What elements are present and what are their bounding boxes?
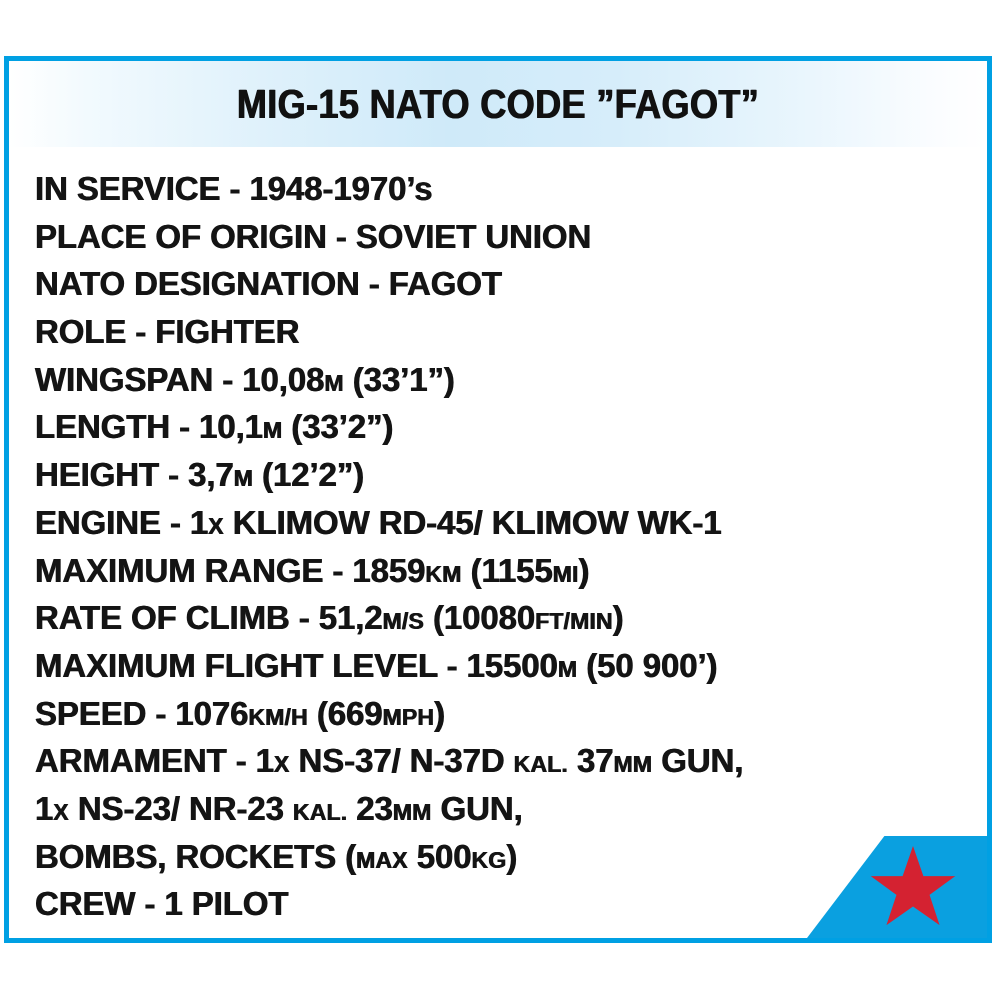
spec-line-crew: CREW - 1 PILOT <box>35 885 289 923</box>
spec-line-in-service: IN SERVICE - 1948-1970’s <box>35 170 433 207</box>
spec-line-length: LENGTH - 10,1M (33’2”) <box>35 408 394 446</box>
red-star-icon <box>870 845 956 926</box>
spec-line-engine: ENGINE - 1X KLIMOW RD-45/ KLIMOW WK-1 <box>35 503 722 541</box>
spec-line-wingspan: WINGSPAN - 10,08M (33’1”) <box>35 360 455 398</box>
spec-line-nato-designation: NATO DESIGNATION - FAGOT <box>35 265 502 303</box>
page-title: MIG-15 NATO CODE ”FAGOT” <box>236 80 760 127</box>
spec-line-maximum-range: MAXIMUM RANGE - 1859KM (1155MI) <box>35 551 590 589</box>
spec-line-role: ROLE - FIGHTER <box>35 313 300 351</box>
spec-line-speed: SPEED - 1076KM/H (669MPH) <box>35 694 446 732</box>
spec-line-armament-line-1: ARMAMENT - 1X NS-37/ N-37D KAL. 37MM GUN… <box>35 742 744 780</box>
header-band: MIG-15 NATO CODE ”FAGOT” <box>9 61 987 147</box>
spec-line-armament-line-3: BOMBS, ROCKETS (MAX 500KG) <box>35 837 518 875</box>
spec-list: IN SERVICE - 1948-1970’s PLACE OF ORIGIN … <box>35 165 965 928</box>
spec-line-rate-of-climb: RATE OF CLIMB - 51,2M/S (10080FT/MIN) <box>35 599 624 637</box>
card-frame: MIG-15 NATO CODE ”FAGOT” IN SERVICE - 19… <box>4 56 992 943</box>
spec-line-maximum-flight-level: MAXIMUM FLIGHT LEVEL - 15500M (50 900’) <box>35 646 718 684</box>
spec-line-place-of-origin: PLACE OF ORIGIN - SOVIET UNION <box>35 217 592 255</box>
spec-line-height: HEIGHT - 3,7M (12’2”) <box>35 456 365 494</box>
spec-line-armament-line-2: 1X NS-23/ NR-23 KAL. 23MM GUN, <box>35 789 523 827</box>
